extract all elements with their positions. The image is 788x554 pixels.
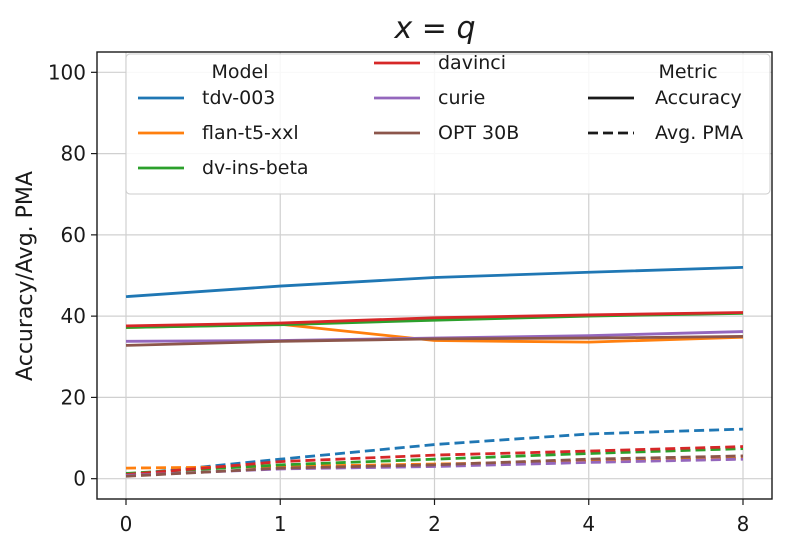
x-tick-label: 4 [582, 512, 595, 536]
legend-entries: tdv-003 flan-t5-xxl dv-ins-beta davinci curi… [138, 52, 743, 179]
chart-title: x = q [393, 11, 475, 46]
y-tick-label: 100 [48, 60, 86, 84]
y-ticks: 0 20 40 60 80 100 [48, 60, 97, 491]
series-line-pma-tdv-003 [125, 427, 744, 477]
series-line-accuracy-davinci [125, 311, 744, 328]
legend: Model Metric tdv-003 flan-t5-xxl dv-ins-be… [125, 52, 771, 195]
y-tick-label: 60 [61, 223, 86, 247]
x-ticks: 0 1 2 4 8 [120, 499, 750, 536]
series-line-pma-opt-30b [125, 454, 744, 478]
series-line-accuracy-tdv-003 [125, 265, 744, 299]
legend-metric-label: Avg. PMA [655, 122, 743, 144]
y-tick-label: 40 [61, 304, 86, 328]
legend-label: dv-ins-beta [202, 157, 309, 179]
series-line-pma-davinci [125, 445, 744, 477]
legend-label: curie [438, 87, 485, 109]
series-line-pma-dv-ins-beta [125, 447, 744, 475]
series-layer [125, 265, 744, 478]
y-axis-label: Accuracy/Avg. PMA [13, 171, 38, 381]
y-tick-label: 0 [73, 467, 86, 491]
x-tick-label: 2 [428, 512, 441, 536]
legend-metric-title: Metric [658, 61, 717, 83]
legend-label: davinci [438, 52, 506, 74]
x-tick-label: 0 [120, 512, 133, 536]
x-tick-label: 1 [274, 512, 287, 536]
legend-label: OPT 30B [438, 122, 519, 144]
legend-metric-label: Accuracy [655, 87, 742, 109]
legend-box [125, 53, 771, 195]
legend-model-title: Model [211, 61, 268, 83]
series-line-pma-curie [125, 457, 744, 477]
y-tick-label: 20 [61, 385, 86, 409]
y-tick-label: 80 [61, 142, 86, 166]
series-line-accuracy-opt-30b [125, 335, 744, 347]
x-tick-label: 8 [737, 512, 750, 536]
legend-label: tdv-003 [202, 87, 275, 109]
legend-label: flan-t5-xxl [202, 122, 299, 144]
